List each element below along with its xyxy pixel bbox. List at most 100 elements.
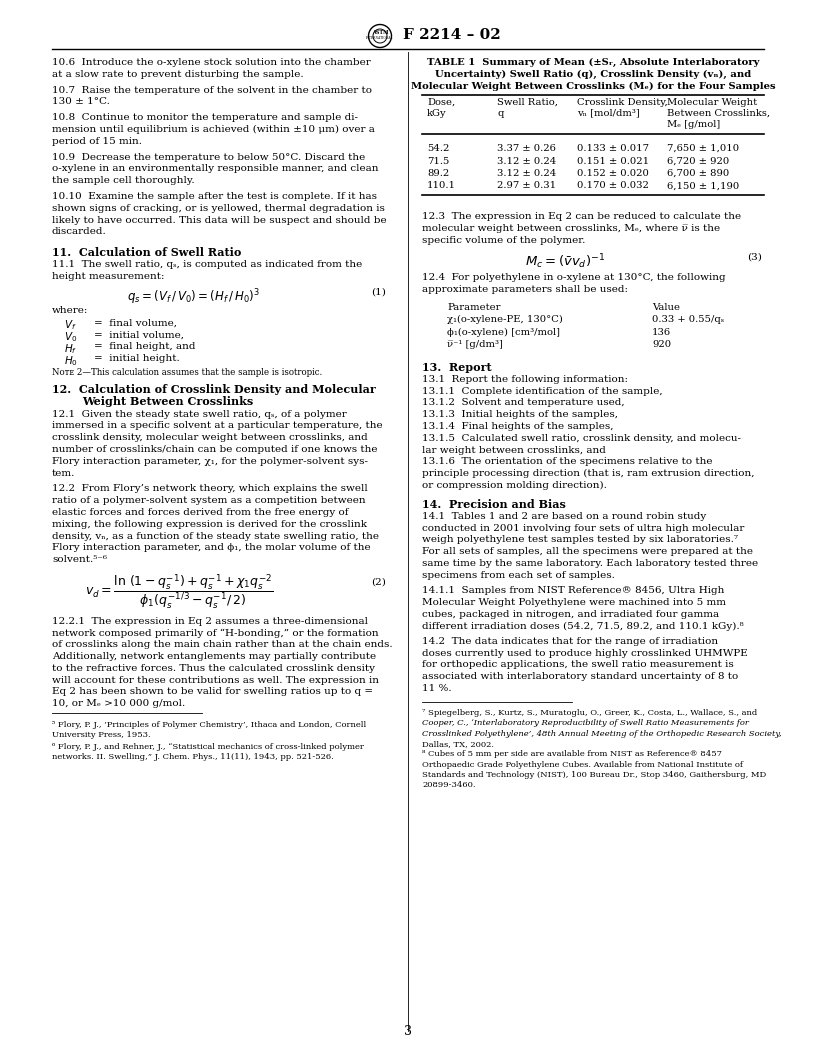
Text: INTERNATIONAL: INTERNATIONAL — [366, 37, 394, 40]
Text: University Press, 1953.: University Press, 1953. — [52, 732, 151, 739]
Text: associated with interlaboratory standard uncertainty of 8 to: associated with interlaboratory standard… — [422, 673, 738, 681]
Text: 2.97 ± 0.31: 2.97 ± 0.31 — [497, 182, 557, 190]
Text: number of crosslinks/chain can be computed if one knows the: number of crosslinks/chain can be comput… — [52, 445, 378, 454]
Text: =  initial volume,: = initial volume, — [94, 331, 184, 339]
Text: Molecular Weight Polyethylene were machined into 5 mm: Molecular Weight Polyethylene were machi… — [422, 598, 726, 607]
Text: 13.1.4  Final heights of the samples,: 13.1.4 Final heights of the samples, — [422, 422, 614, 431]
Text: likely to have occurred. This data will be suspect and should be: likely to have occurred. This data will … — [52, 215, 387, 225]
Text: Parameter: Parameter — [447, 303, 500, 312]
Text: Eq 2 has been shown to be valid for swelling ratios up to q =: Eq 2 has been shown to be valid for swel… — [52, 687, 373, 697]
Text: crosslink density, molecular weight between crosslinks, and: crosslink density, molecular weight betw… — [52, 433, 368, 442]
Text: $H_f$: $H_f$ — [64, 342, 78, 356]
Text: ν̅⁻¹ [g/dm³]: ν̅⁻¹ [g/dm³] — [447, 340, 503, 350]
Text: kGy: kGy — [427, 109, 446, 117]
Text: density, vₙ, as a function of the steady state swelling ratio, the: density, vₙ, as a function of the steady… — [52, 531, 379, 541]
Text: 130 ± 1°C.: 130 ± 1°C. — [52, 97, 110, 107]
Text: ratio of a polymer-solvent system as a competition between: ratio of a polymer-solvent system as a c… — [52, 496, 366, 505]
Text: 13.1.3  Initial heights of the samples,: 13.1.3 Initial heights of the samples, — [422, 410, 618, 419]
Text: principle processing direction (that is, ram extrusion direction,: principle processing direction (that is,… — [422, 469, 755, 478]
Text: Standards and Technology (NIST), 100 Bureau Dr., Stop 3460, Gaithersburg, MD: Standards and Technology (NIST), 100 Bur… — [422, 771, 766, 779]
Text: $V_0$: $V_0$ — [64, 331, 78, 344]
Text: χ₁(o-xylene-PE, 130°C): χ₁(o-xylene-PE, 130°C) — [447, 316, 563, 324]
Text: molecular weight between crosslinks, Mₑ, where ν̅ is the: molecular weight between crosslinks, Mₑ,… — [422, 224, 721, 232]
Text: q: q — [497, 109, 503, 117]
Text: 920: 920 — [652, 340, 671, 350]
Text: Mₑ [g/mol]: Mₑ [g/mol] — [667, 120, 721, 129]
Text: Weight Between Crosslinks: Weight Between Crosslinks — [82, 396, 253, 408]
Text: Uncertainty) Swell Ratio (q), Crosslink Density (vₙ), and: Uncertainty) Swell Ratio (q), Crosslink … — [435, 70, 751, 79]
Text: solvent.⁵⁻⁶: solvent.⁵⁻⁶ — [52, 555, 107, 564]
Text: of crosslinks along the main chain rather than at the chain ends.: of crosslinks along the main chain rathe… — [52, 640, 392, 649]
Text: o-xylene in an environmentally responsible manner, and clean: o-xylene in an environmentally responsib… — [52, 165, 379, 173]
Text: 10.8  Continue to monitor the temperature and sample di-: 10.8 Continue to monitor the temperature… — [52, 113, 358, 122]
Text: (2): (2) — [371, 578, 386, 587]
Text: TABLE 1  Summary of Mean (±Sᵣ, Absolute Interlaboratory: TABLE 1 Summary of Mean (±Sᵣ, Absolute I… — [427, 58, 759, 68]
Text: specimens from each set of samples.: specimens from each set of samples. — [422, 570, 615, 580]
Text: 71.5: 71.5 — [427, 156, 450, 166]
Text: 6,720 ± 920: 6,720 ± 920 — [667, 156, 730, 166]
Text: 54.2: 54.2 — [427, 144, 450, 153]
Text: ⁸ Cubes of 5 mm per side are available from NIST as Reference® 8457: ⁸ Cubes of 5 mm per side are available f… — [422, 751, 722, 758]
Text: $V_f$: $V_f$ — [64, 319, 77, 333]
Text: 10.9  Decrease the temperature to below 50°C. Discard the: 10.9 Decrease the temperature to below 5… — [52, 153, 366, 162]
Text: Molecular Weight Between Crosslinks (Mₑ) for the Four Samples: Molecular Weight Between Crosslinks (Mₑ)… — [410, 81, 775, 91]
Text: F 2214 – 02: F 2214 – 02 — [403, 29, 501, 42]
Text: 14.1.1  Samples from NIST Reference® 8456, Ultra High: 14.1.1 Samples from NIST Reference® 8456… — [422, 586, 725, 595]
Text: mension until equilibrium is achieved (within ±10 μm) over a: mension until equilibrium is achieved (w… — [52, 125, 375, 134]
Text: period of 15 min.: period of 15 min. — [52, 137, 142, 146]
Text: 0.133 ± 0.017: 0.133 ± 0.017 — [577, 144, 649, 153]
Text: elastic forces and forces derived from the free energy of: elastic forces and forces derived from t… — [52, 508, 348, 517]
Text: 10, or Mₑ >10 000 g/mol.: 10, or Mₑ >10 000 g/mol. — [52, 699, 185, 709]
Text: 7,650 ± 1,010: 7,650 ± 1,010 — [667, 144, 739, 153]
Text: Crosslinked Polyethylene’, 48th Annual Meeting of the Orthopedic Research Societ: Crosslinked Polyethylene’, 48th Annual M… — [422, 730, 782, 737]
Text: 3.37 ± 0.26: 3.37 ± 0.26 — [497, 144, 556, 153]
Text: 89.2: 89.2 — [427, 169, 450, 177]
Text: 12.1  Given the steady state swell ratio, qₛ, of a polymer: 12.1 Given the steady state swell ratio,… — [52, 410, 347, 418]
Text: Orthopaedic Grade Polyethylene Cubes. Available from National Institute of: Orthopaedic Grade Polyethylene Cubes. Av… — [422, 760, 743, 769]
Text: doses currently used to produce highly crosslinked UHMWPE: doses currently used to produce highly c… — [422, 648, 747, 658]
Text: the sample cell thoroughly.: the sample cell thoroughly. — [52, 176, 195, 185]
Text: Dose,: Dose, — [427, 97, 455, 107]
Text: $M_c = (\bar{v}v_d)^{-1}$: $M_c = (\bar{v}v_d)^{-1}$ — [526, 252, 605, 270]
Text: immersed in a specific solvent at a particular temperature, the: immersed in a specific solvent at a part… — [52, 421, 383, 431]
Text: (1): (1) — [371, 287, 386, 297]
Text: at a slow rate to prevent disturbing the sample.: at a slow rate to prevent disturbing the… — [52, 70, 304, 79]
Text: 3.12 ± 0.24: 3.12 ± 0.24 — [497, 156, 557, 166]
Text: mixing, the following expression is derived for the crosslink: mixing, the following expression is deri… — [52, 520, 367, 529]
Text: Additionally, network entanglements may partially contribute: Additionally, network entanglements may … — [52, 652, 376, 661]
Text: to the refractive forces. Thus the calculated crosslink density: to the refractive forces. Thus the calcu… — [52, 664, 375, 673]
Text: vₙ [mol/dm³]: vₙ [mol/dm³] — [577, 109, 640, 117]
Text: 11 %.: 11 %. — [422, 684, 451, 693]
Text: 0.33 + 0.55/qₛ: 0.33 + 0.55/qₛ — [652, 316, 724, 324]
Text: (3): (3) — [747, 252, 762, 261]
Text: 12.2  From Flory’s network theory, which explains the swell: 12.2 From Flory’s network theory, which … — [52, 485, 368, 493]
Text: specific volume of the polymer.: specific volume of the polymer. — [422, 235, 585, 245]
Text: ϕ₁(o-xylene) [cm³/mol]: ϕ₁(o-xylene) [cm³/mol] — [447, 327, 560, 337]
Text: 10.10  Examine the sample after the test is complete. If it has: 10.10 Examine the sample after the test … — [52, 192, 377, 201]
Text: Nᴏᴛᴇ 2—This calculation assumes that the sample is isotropic.: Nᴏᴛᴇ 2—This calculation assumes that the… — [52, 367, 322, 377]
Text: where:: where: — [52, 306, 88, 315]
Text: Flory interaction parameter, χ₁, for the polymer-solvent sys-: Flory interaction parameter, χ₁, for the… — [52, 457, 368, 466]
Text: 6,700 ± 890: 6,700 ± 890 — [667, 169, 730, 177]
Text: 13.1.5  Calculated swell ratio, crosslink density, and molecu-: 13.1.5 Calculated swell ratio, crosslink… — [422, 434, 741, 442]
Text: cubes, packaged in nitrogen, and irradiated four gamma: cubes, packaged in nitrogen, and irradia… — [422, 609, 719, 619]
Text: =  final volume,: = final volume, — [94, 319, 177, 327]
Text: shown signs of cracking, or is yellowed, thermal degradation is: shown signs of cracking, or is yellowed,… — [52, 204, 385, 213]
Text: 0.151 ± 0.021: 0.151 ± 0.021 — [577, 156, 649, 166]
Text: 13.1.1  Complete identification of the sample,: 13.1.1 Complete identification of the sa… — [422, 386, 663, 396]
Text: Value: Value — [652, 303, 680, 312]
Text: or compression molding direction).: or compression molding direction). — [422, 482, 607, 490]
Text: 0.152 ± 0.020: 0.152 ± 0.020 — [577, 169, 649, 177]
Text: 11.1  The swell ratio, qₛ, is computed as indicated from the: 11.1 The swell ratio, qₛ, is computed as… — [52, 260, 362, 269]
Text: Between Crosslinks,: Between Crosslinks, — [667, 109, 770, 117]
Text: ⁷ Spiegelberg, S., Kurtz, S., Muratoglu, O., Greer, K., Costa, L., Wallace, S., : ⁷ Spiegelberg, S., Kurtz, S., Muratoglu,… — [422, 709, 757, 717]
Text: Dallas, TX, 2002.: Dallas, TX, 2002. — [422, 740, 494, 748]
Text: 12.2.1  The expression in Eq 2 assumes a three-dimensional: 12.2.1 The expression in Eq 2 assumes a … — [52, 617, 368, 625]
Text: 11.  Calculation of Swell Ratio: 11. Calculation of Swell Ratio — [52, 247, 242, 259]
Text: 12.4  For polyethylene in o-xylene at 130°C, the following: 12.4 For polyethylene in o-xylene at 130… — [422, 274, 725, 282]
Text: for orthopedic applications, the swell ratio measurement is: for orthopedic applications, the swell r… — [422, 660, 734, 670]
Text: 14.2  The data indicates that for the range of irradiation: 14.2 The data indicates that for the ran… — [422, 637, 718, 646]
Text: $q_s = (V_f\,/\,V_0) = (H_f\,/\,H_0)^3$: $q_s = (V_f\,/\,V_0) = (H_f\,/\,H_0)^3$ — [126, 287, 259, 307]
Text: $v_d = \dfrac{\ln\,(1 - q_s^{-1}) + q_s^{-1} + \chi_1 q_s^{-2}}{\phi_1(q_s^{-1/3: $v_d = \dfrac{\ln\,(1 - q_s^{-1}) + q_s^… — [86, 571, 274, 610]
Text: Crosslink Density,: Crosslink Density, — [577, 97, 667, 107]
